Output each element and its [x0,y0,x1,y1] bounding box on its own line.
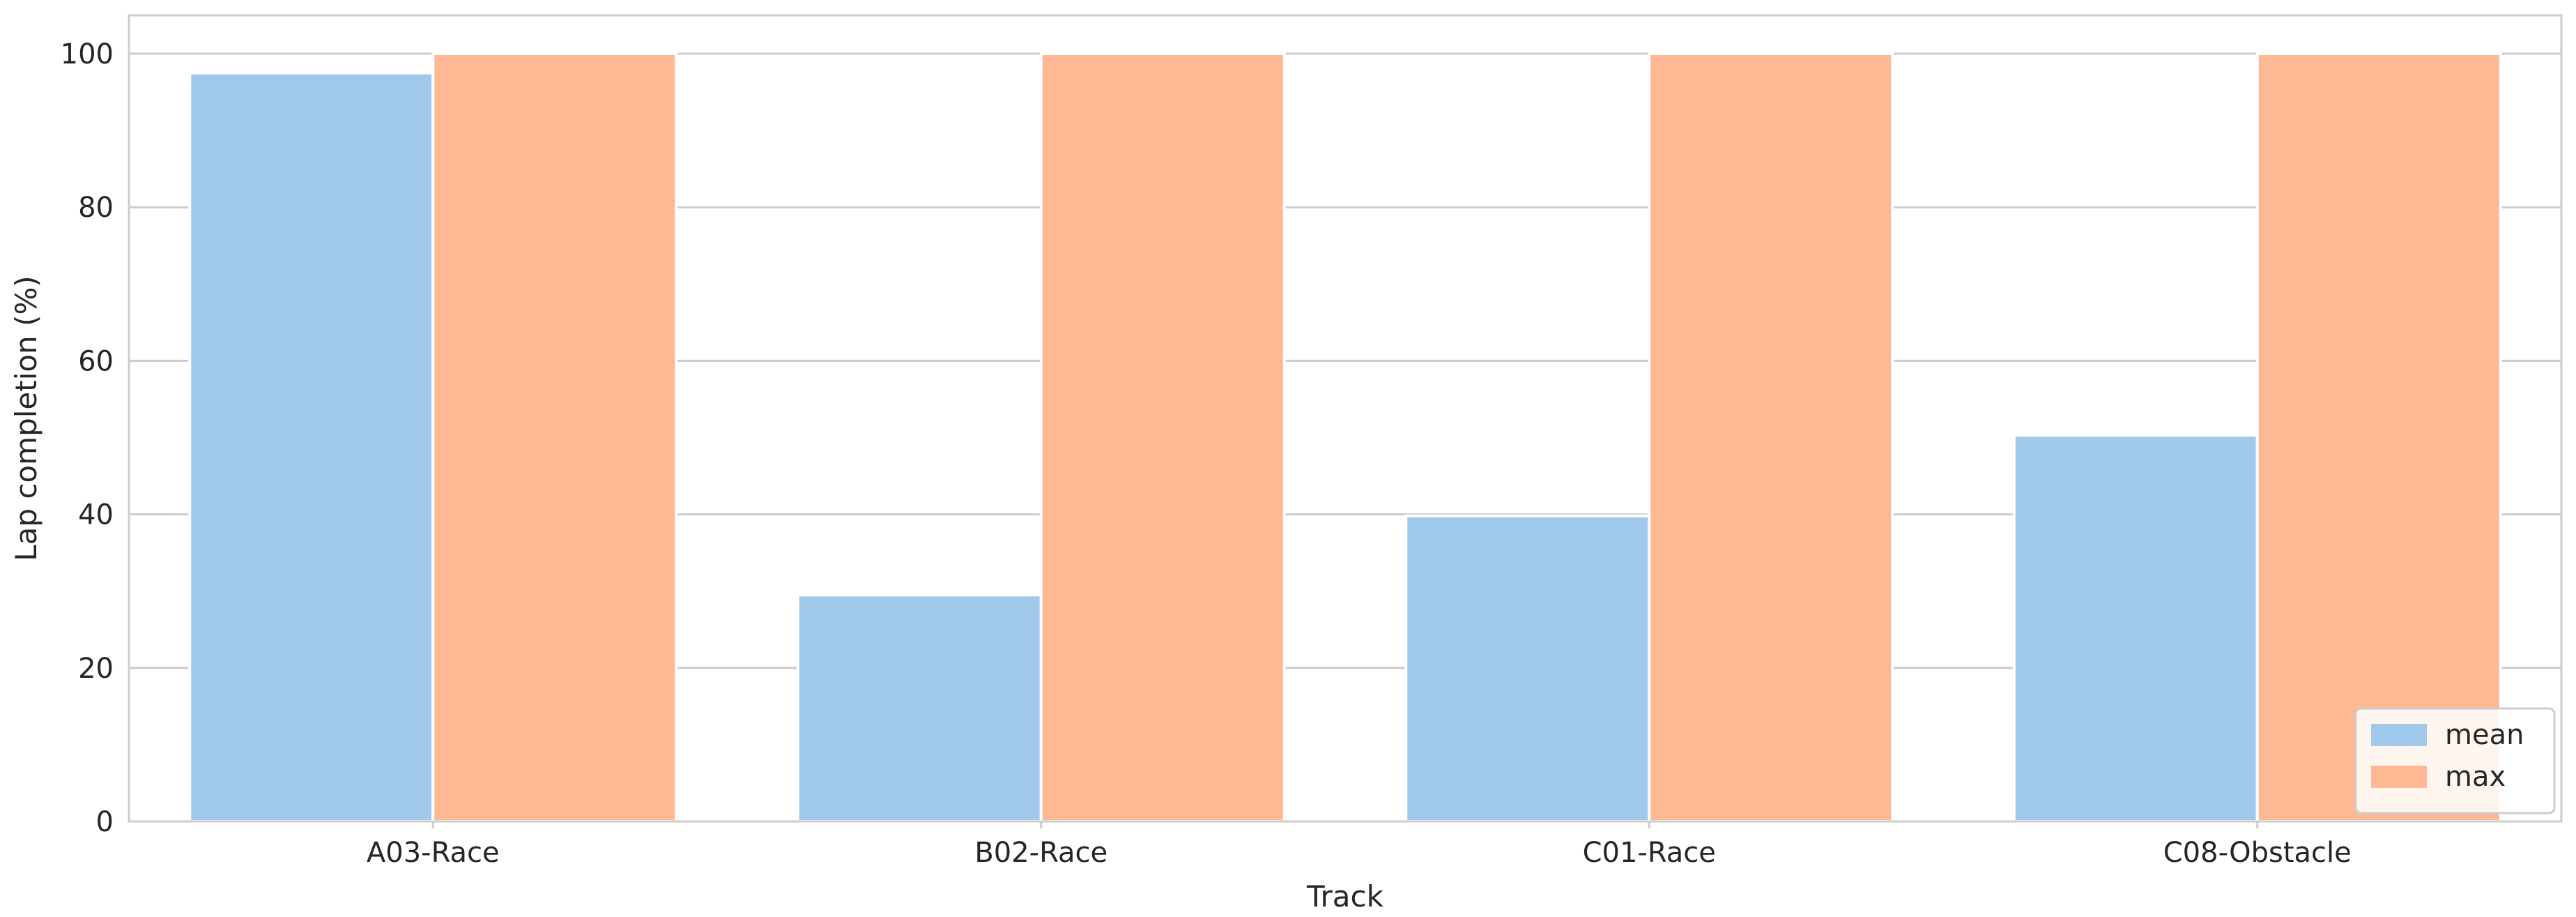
bars [188,52,2502,824]
x-tick-label: C08-Obstacle [2163,837,2352,869]
x-tick-label: A03-Race [367,837,500,869]
y-tick-label: 100 [61,38,114,70]
bar-max-C01-Race [1648,52,1894,824]
legend-swatch-max [2371,766,2427,788]
bar-mean-C08-Obstacle [2012,434,2259,823]
bar-mean-C01-Race [1404,514,1651,823]
x-axis-title: Track [1306,879,1384,914]
y-axis-title: Lap completion (%) [9,275,43,561]
bar-mean-B02-Race [796,593,1043,823]
y-tick-label: 40 [78,499,114,531]
x-tick-label: B02-Race [974,837,1107,869]
legend-swatch-mean [2371,724,2427,746]
y-tick-label: 60 [78,345,114,377]
y-tick-label: 0 [96,806,114,838]
bar-max-C08-Obstacle [2255,52,2502,824]
plot-frame [128,14,2563,823]
x-tick-labels: A03-Race B02-Race C01-Race C08-Obstacle [367,821,2352,869]
bar-max-B02-Race [1039,52,1286,824]
legend: mean max [2354,707,2556,814]
bar-mean-A03-Race [188,71,435,824]
y-tick-labels: 0 20 40 60 80 100 [61,38,114,838]
y-tick-label: 80 [78,192,114,224]
bar-max-A03-Race [431,52,678,824]
legend-label-max: max [2445,761,2506,793]
legend-label-mean: mean [2445,719,2524,751]
y-tick-label: 20 [78,653,114,685]
x-tick-label: C01-Race [1583,837,1716,869]
